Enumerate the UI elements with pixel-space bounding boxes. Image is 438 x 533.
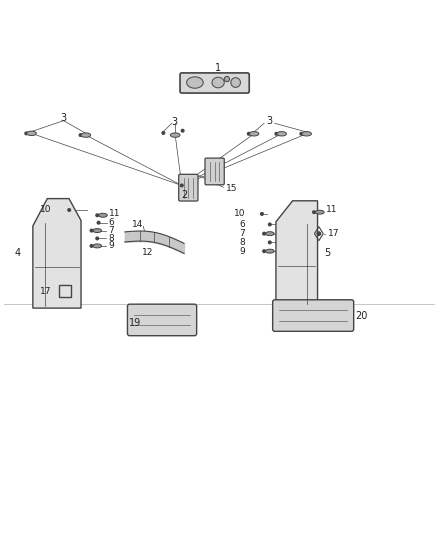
FancyBboxPatch shape [179,174,198,201]
Text: 7: 7 [109,226,114,235]
Text: 20: 20 [355,311,367,320]
Text: 15: 15 [226,184,237,193]
Circle shape [97,221,100,224]
Ellipse shape [93,229,102,232]
Text: 17: 17 [328,229,339,238]
Text: 8: 8 [109,234,114,243]
Ellipse shape [302,132,311,136]
Text: 11: 11 [109,208,120,217]
Circle shape [268,241,271,244]
Circle shape [275,133,278,135]
Text: 6: 6 [109,218,114,227]
Circle shape [90,245,93,247]
Circle shape [300,133,303,135]
Circle shape [181,130,184,132]
Circle shape [263,250,265,253]
Circle shape [180,184,183,187]
FancyBboxPatch shape [272,300,353,332]
Text: 17: 17 [40,287,52,295]
Text: 14: 14 [132,220,144,229]
Text: 6: 6 [240,220,245,229]
FancyBboxPatch shape [205,158,224,185]
Text: 3: 3 [171,117,177,126]
Circle shape [268,223,271,226]
Ellipse shape [315,210,324,214]
Text: 5: 5 [324,248,330,259]
FancyBboxPatch shape [180,73,249,93]
Circle shape [79,134,82,136]
Ellipse shape [187,77,203,88]
Bar [59,285,71,297]
Text: 19: 19 [129,318,141,328]
Ellipse shape [265,232,274,236]
Text: 3: 3 [266,116,272,126]
Ellipse shape [93,244,102,248]
Text: 9: 9 [109,241,114,251]
Text: 10: 10 [234,209,245,219]
Circle shape [263,232,265,235]
Circle shape [224,76,230,82]
Text: 7: 7 [240,229,245,238]
Circle shape [261,213,263,215]
Polygon shape [33,199,81,308]
Circle shape [317,232,321,236]
Text: 9: 9 [240,247,245,256]
Text: 12: 12 [142,247,154,256]
Circle shape [162,132,165,134]
Text: 8: 8 [240,238,245,247]
Ellipse shape [265,249,274,253]
Circle shape [247,133,250,135]
Ellipse shape [249,132,259,136]
Ellipse shape [99,213,107,217]
FancyBboxPatch shape [127,304,197,336]
Polygon shape [276,201,318,306]
Text: 11: 11 [326,206,338,214]
Text: 2: 2 [181,190,187,200]
Text: 4: 4 [15,248,21,259]
Text: 1: 1 [215,63,221,73]
Ellipse shape [81,133,91,138]
Text: 3: 3 [60,114,67,124]
Circle shape [68,209,71,211]
Circle shape [96,214,99,216]
Ellipse shape [277,132,286,136]
Ellipse shape [170,133,180,138]
Circle shape [313,211,315,214]
Circle shape [25,132,28,135]
Circle shape [90,229,93,232]
Ellipse shape [212,77,224,88]
Circle shape [96,237,99,240]
Text: 10: 10 [40,206,52,214]
Ellipse shape [27,131,36,135]
Ellipse shape [231,78,240,87]
